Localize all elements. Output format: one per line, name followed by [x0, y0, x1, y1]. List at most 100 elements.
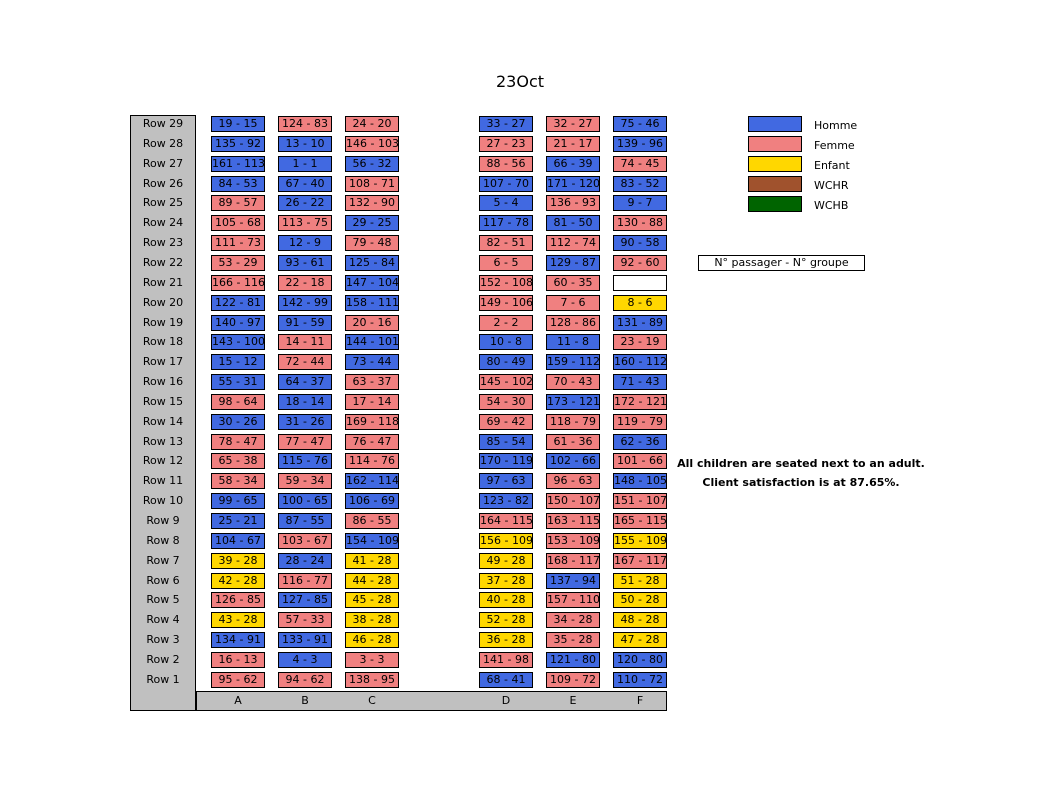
row-label: Row 6 [146, 574, 180, 587]
seat-cell: 40 - 28 [479, 592, 533, 608]
seat-cell: 148 - 105 [613, 473, 667, 489]
seat-cell: 12 - 9 [278, 235, 332, 251]
row-label: Row 27 [142, 157, 184, 170]
seat-cell: 141 - 98 [479, 652, 533, 668]
seat-cell: 61 - 36 [546, 434, 600, 450]
seat-cell: 14 - 11 [278, 334, 332, 350]
seat-cell: 25 - 21 [211, 513, 265, 529]
seat-cell: 102 - 66 [546, 453, 600, 469]
seat-cell: 127 - 85 [278, 592, 332, 608]
seat-cell: 159 - 112 [546, 354, 600, 370]
seat-cell: 74 - 45 [613, 156, 667, 172]
legend-label: Homme [814, 119, 858, 132]
row-label: Row 22 [142, 256, 184, 269]
seat-cell: 85 - 54 [479, 434, 533, 450]
seat-cell: 99 - 65 [211, 493, 265, 509]
seat-cell: 144 - 101 [345, 334, 399, 350]
seat-cell: 118 - 79 [546, 414, 600, 430]
seat-cell: 69 - 42 [479, 414, 533, 430]
legend-swatch [748, 156, 802, 172]
seat-cell: 137 - 94 [546, 573, 600, 589]
seat-cell: 71 - 43 [613, 374, 667, 390]
chart-title: 23Oct [495, 72, 545, 91]
seat-cell: 136 - 93 [546, 195, 600, 211]
seat-cell: 156 - 109 [479, 533, 533, 549]
seat-cell: 32 - 27 [546, 116, 600, 132]
seat-cell: 21 - 17 [546, 136, 600, 152]
seat-cell: 135 - 92 [211, 136, 265, 152]
seat-cell: 30 - 26 [211, 414, 265, 430]
seat-cell: 47 - 28 [613, 632, 667, 648]
row-label: Row 28 [142, 137, 184, 150]
row-label: Row 19 [142, 316, 184, 329]
seat-cell: 151 - 107 [613, 493, 667, 509]
seat-cell: 58 - 34 [211, 473, 265, 489]
seat-cell: 9 - 7 [613, 195, 667, 211]
seat-cell: 44 - 28 [345, 573, 399, 589]
seat-cell: 16 - 13 [211, 652, 265, 668]
row-label: Row 1 [146, 673, 180, 686]
seat-cell: 73 - 44 [345, 354, 399, 370]
seat-cell: 80 - 49 [479, 354, 533, 370]
seat-cell: 56 - 32 [345, 156, 399, 172]
seat-cell: 53 - 29 [211, 255, 265, 271]
seat-cell: 117 - 78 [479, 215, 533, 231]
row-label: Row 12 [142, 454, 184, 467]
row-label: Row 17 [142, 355, 184, 368]
seat-cell: 82 - 51 [479, 235, 533, 251]
seat-cell: 19 - 15 [211, 116, 265, 132]
seat-cell: 1 - 1 [278, 156, 332, 172]
seat-cell: 106 - 69 [345, 493, 399, 509]
seat-cell: 172 - 121 [613, 394, 667, 410]
seat-cell: 17 - 14 [345, 394, 399, 410]
seat-cell: 67 - 40 [278, 176, 332, 192]
seat-cell: 64 - 37 [278, 374, 332, 390]
seat-cell: 49 - 28 [479, 553, 533, 569]
seat-cell: 86 - 55 [345, 513, 399, 529]
seat-cell: 107 - 70 [479, 176, 533, 192]
seat-cell: 94 - 62 [278, 672, 332, 688]
row-label: Row 18 [142, 335, 184, 348]
column-label: B [301, 694, 309, 707]
seat-cell: 150 - 107 [546, 493, 600, 509]
seat-cell: 160 - 112 [613, 354, 667, 370]
seat-cell: 18 - 14 [278, 394, 332, 410]
column-label: D [501, 694, 511, 707]
column-label: C [368, 694, 376, 707]
seat-cell: 52 - 28 [479, 612, 533, 628]
seat-cell: 124 - 83 [278, 116, 332, 132]
column-label: E [569, 694, 577, 707]
row-label: Row 24 [142, 216, 184, 229]
seat-cell: 155 - 109 [613, 533, 667, 549]
seat-cell: 36 - 28 [479, 632, 533, 648]
legend-swatch [748, 196, 802, 212]
seat-cell: 43 - 28 [211, 612, 265, 628]
seat-cell: 35 - 28 [546, 632, 600, 648]
column-label: F [636, 694, 644, 707]
legend-swatch [748, 116, 802, 132]
row-label: Row 4 [146, 613, 180, 626]
seat-cell: 147 - 104 [345, 275, 399, 291]
seat-cell: 55 - 31 [211, 374, 265, 390]
seat-cell: 37 - 28 [479, 573, 533, 589]
seat-cell: 126 - 85 [211, 592, 265, 608]
seat-cell: 95 - 62 [211, 672, 265, 688]
seat-cell: 72 - 44 [278, 354, 332, 370]
seat-cell: 152 - 108 [479, 275, 533, 291]
seat-cell: 91 - 59 [278, 315, 332, 331]
row-label: Row 23 [142, 236, 184, 249]
note-children: All children are seated next to an adult… [677, 457, 925, 470]
seat-cell: 31 - 26 [278, 414, 332, 430]
seat-cell: 84 - 53 [211, 176, 265, 192]
row-label: Row 3 [146, 633, 180, 646]
row-label: Row 15 [142, 395, 184, 408]
seat-cell: 59 - 34 [278, 473, 332, 489]
seat-cell: 54 - 30 [479, 394, 533, 410]
seat-cell: 26 - 22 [278, 195, 332, 211]
seat-cell: 70 - 43 [546, 374, 600, 390]
seat-cell: 123 - 82 [479, 493, 533, 509]
seat-cell: 23 - 19 [613, 334, 667, 350]
seat-cell: 4 - 3 [278, 652, 332, 668]
seat-cell: 132 - 90 [345, 195, 399, 211]
seat-cell: 105 - 68 [211, 215, 265, 231]
